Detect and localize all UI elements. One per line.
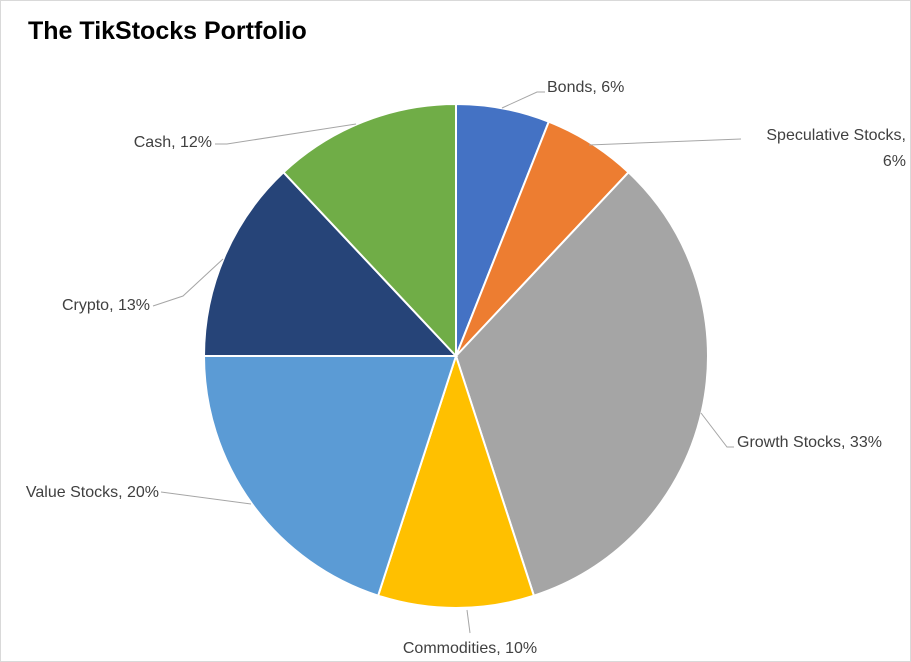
- leader-line-bonds: [501, 91, 545, 109]
- data-label-line: Crypto, 13%: [62, 297, 150, 314]
- data-label-line: Bonds, 6%: [547, 79, 624, 96]
- leader-line-crypto: [152, 258, 224, 307]
- data-label-line: 6%: [883, 153, 906, 170]
- data-label-bonds: Bonds, 6%: [547, 79, 624, 96]
- slice-cash: [282, 102, 457, 359]
- data-label-commodities: Commodities, 10%: [403, 640, 537, 657]
- data-label-line: Commodities, 10%: [403, 640, 537, 657]
- data-label-cash: Cash, 12%: [134, 134, 212, 151]
- leader-lines: [152, 91, 742, 634]
- leader-line-growth-stocks: [700, 412, 734, 448]
- data-labels: Bonds, 6% Speculative Stocks, 6% Growth Sto…: [26, 79, 906, 657]
- data-label-growth-stocks: Growth Stocks, 33%: [737, 434, 882, 451]
- chart-title: The TikStocks Portfolio: [28, 17, 307, 45]
- data-label-crypto: Crypto, 13%: [62, 297, 150, 314]
- slice-growth-stocks: [454, 170, 709, 597]
- leader-line-value-stocks: [160, 491, 252, 505]
- data-label-line: Cash, 12%: [134, 134, 212, 151]
- slice-commodities: [376, 352, 536, 609]
- leader-line-cash: [215, 123, 357, 145]
- leader-line-speculative-stocks: [588, 138, 742, 146]
- slice-value-stocks: [202, 355, 458, 597]
- data-label-speculative-stocks: Speculative Stocks, 6%: [766, 127, 906, 170]
- data-label-line: Speculative Stocks,: [766, 127, 906, 144]
- pie-slices: [202, 102, 709, 609]
- slice-crypto: [202, 170, 459, 357]
- data-label-line: Value Stocks, 20%: [26, 484, 159, 501]
- data-label-value-stocks: Value Stocks, 20%: [26, 484, 159, 501]
- data-label-line: Growth Stocks, 33%: [737, 434, 882, 451]
- leader-line-commodities: [466, 609, 471, 634]
